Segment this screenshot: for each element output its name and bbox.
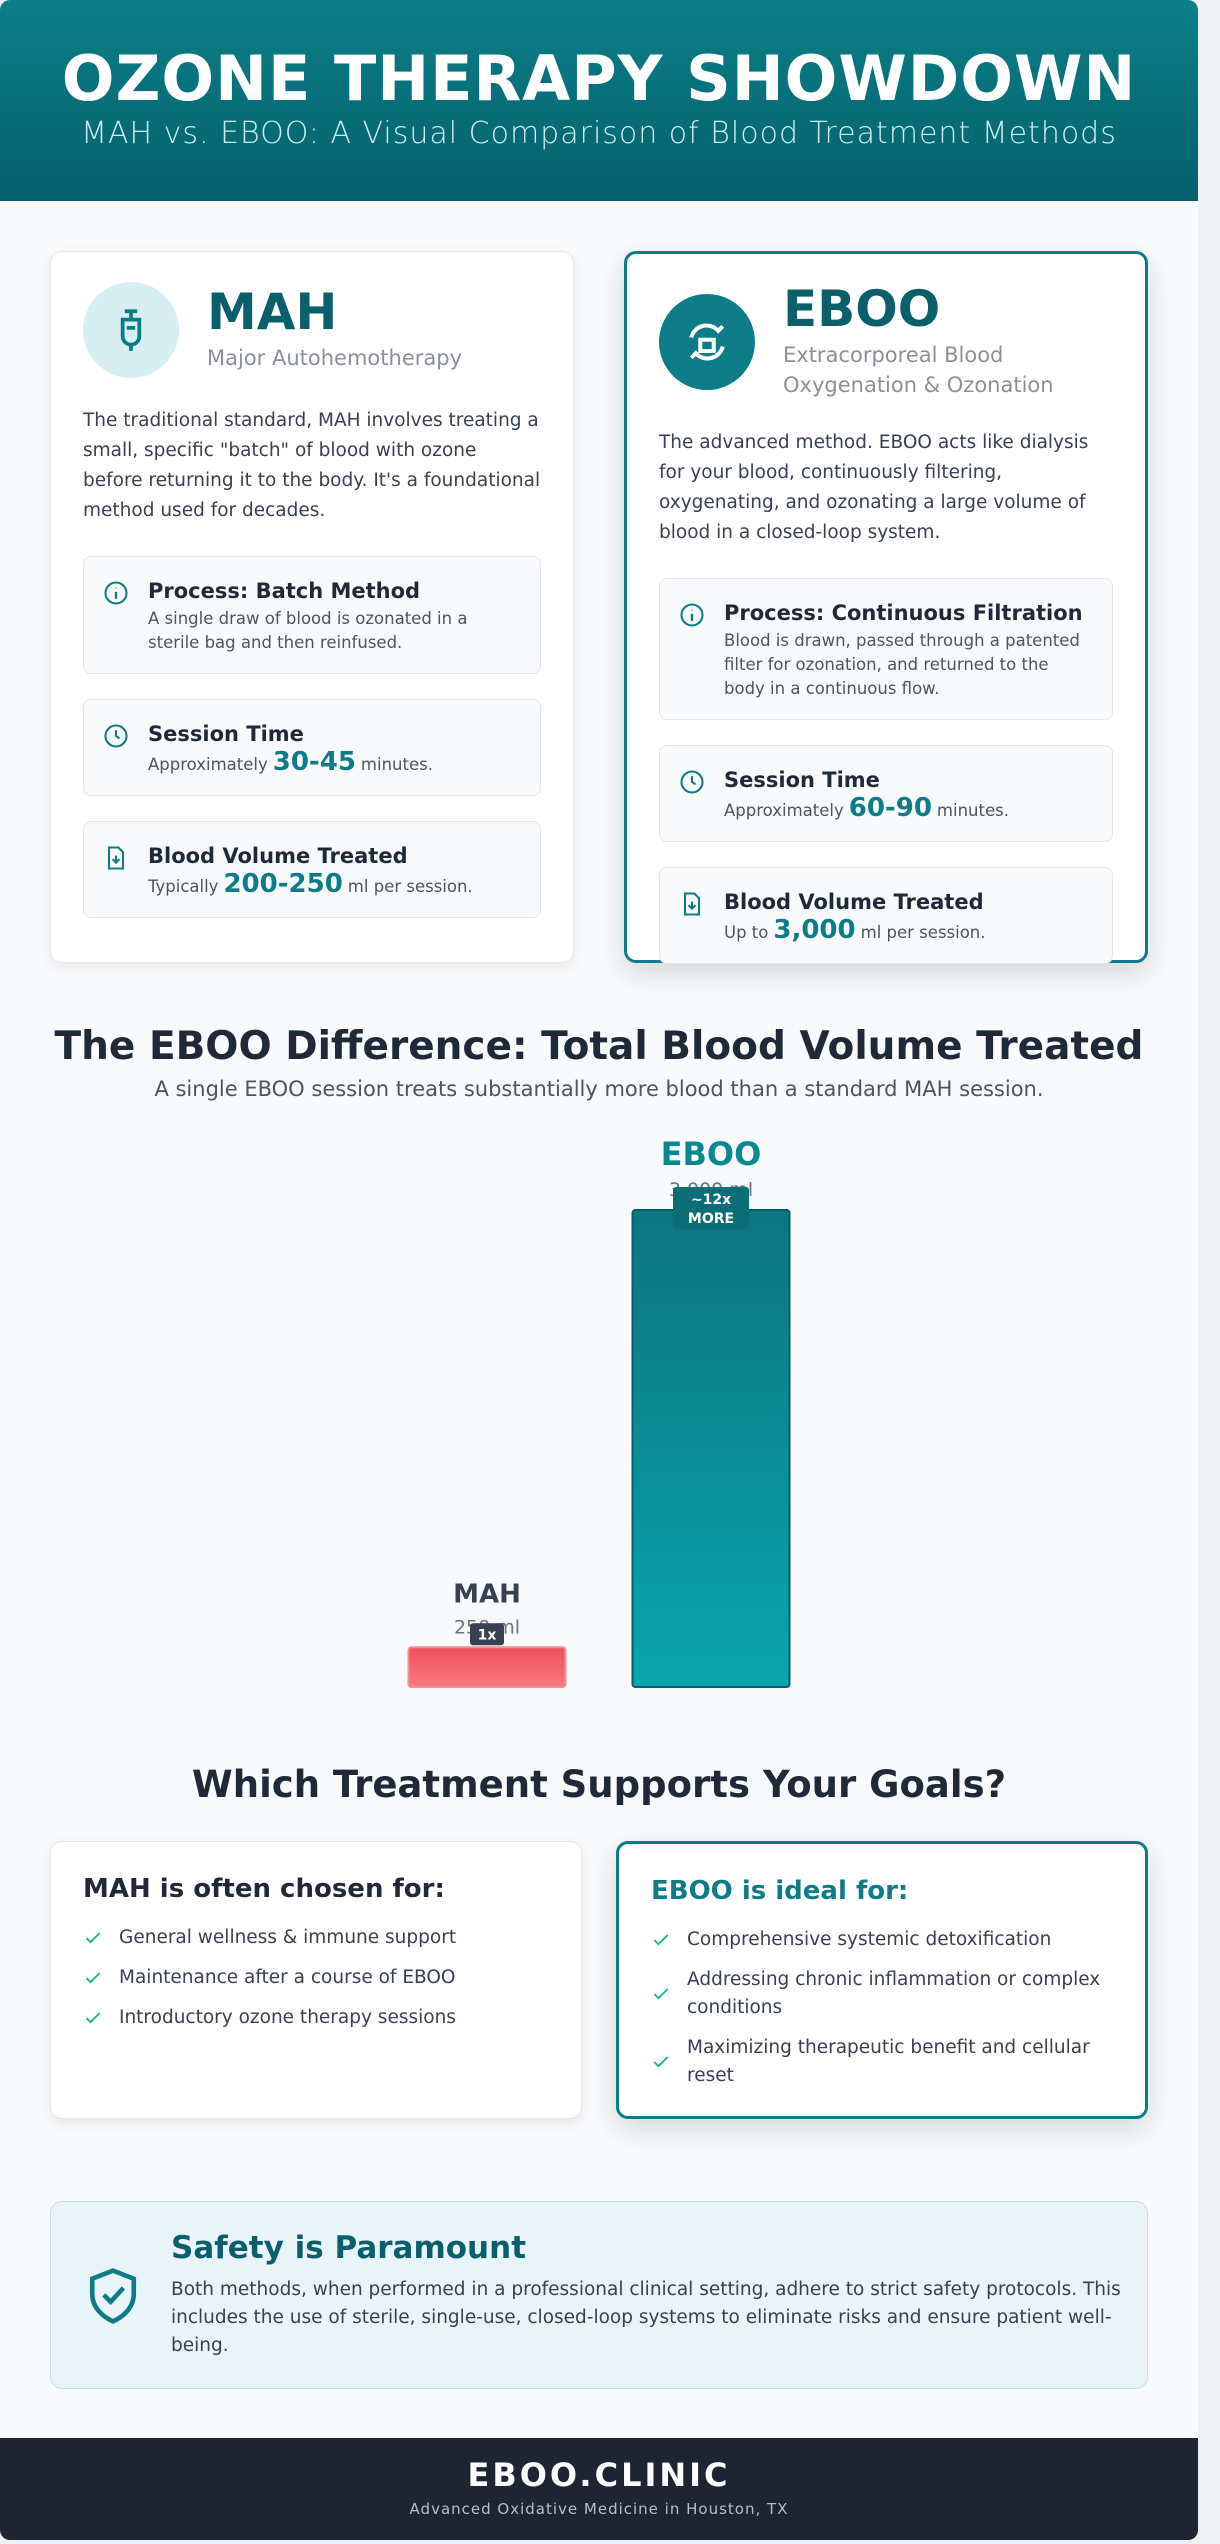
feature-prefix: Approximately bbox=[148, 755, 268, 774]
bar bbox=[631, 1209, 791, 1688]
safety-title: Safety is Paramount bbox=[171, 2230, 527, 2266]
goal-card: MAH is often chosen for: General wellness… bbox=[50, 1841, 582, 2119]
method-header: EBOO Extracorporeal Blood Oxygenation & O… bbox=[659, 284, 1113, 400]
feature-suffix: ml per session. bbox=[860, 923, 986, 942]
feature-highlight: 30-45 bbox=[272, 747, 356, 777]
feature-title: Session Time bbox=[724, 768, 880, 792]
feature-text: Typically 200-250 ml per session. bbox=[148, 869, 520, 899]
goal-text: Maintenance after a course of EBOO bbox=[119, 1967, 456, 1988]
method-card: MAH Major Autohemotherapy The traditional … bbox=[50, 251, 574, 963]
goal-text: Addressing chronic inflammation or compl… bbox=[687, 1969, 1101, 2018]
footer: EBOO.CLINIC Advanced Oxidative Medicine … bbox=[0, 2438, 1198, 2540]
method-icon bbox=[659, 294, 755, 390]
bar-category: EBOO bbox=[661, 1135, 762, 1173]
feature-suffix: ml per session. bbox=[347, 877, 473, 896]
feature-highlight: 60-90 bbox=[848, 793, 932, 823]
section-title: Which Treatment Supports Your Goals? bbox=[191, 1763, 1007, 1806]
goal-title: EBOO is ideal for: bbox=[651, 1876, 909, 1906]
method-name: EBOO bbox=[783, 280, 941, 338]
bar-category: MAH bbox=[453, 1579, 521, 1609]
method-name: MAH bbox=[207, 283, 338, 341]
method-header: MAH Major Autohemotherapy bbox=[83, 282, 541, 378]
method-card: EBOO Extracorporeal Blood Oxygenation & O… bbox=[624, 251, 1148, 964]
header: OZONE THERAPY SHOWDOWN MAH vs. EBOO: A V… bbox=[0, 0, 1198, 201]
title: OZONE THERAPY SHOWDOWN bbox=[61, 42, 1137, 115]
method-description: The advanced method. EBOO acts like dial… bbox=[659, 432, 1089, 543]
goal-text: General wellness & immune support bbox=[119, 1927, 457, 1948]
shield-icon bbox=[89, 2268, 137, 2324]
feature: Blood Volume Treated Typically 200-250 ml p… bbox=[83, 821, 541, 918]
feature-title: Blood Volume Treated bbox=[148, 844, 408, 868]
feature-title: Process: Continuous Filtration bbox=[724, 601, 1083, 625]
goal-title: MAH is often chosen for: bbox=[83, 1874, 445, 1904]
feature: Session Time Approximately 30-45 minutes. bbox=[83, 699, 541, 796]
method-description: The traditional standard, MAH involves t… bbox=[83, 410, 541, 521]
goal-text: Comprehensive systemic detoxification bbox=[687, 1929, 1052, 1950]
section-subtitle: A single EBOO session treats substantial… bbox=[154, 1077, 1044, 1101]
tagline: Advanced Oxidative Medicine in Houston, … bbox=[409, 2500, 789, 2518]
section-title: The EBOO Difference: Total Blood Volume … bbox=[54, 1024, 1144, 1069]
goal-item: Comprehensive systemic detoxification bbox=[651, 1926, 1113, 1954]
badge bbox=[470, 1623, 504, 1646]
goal-item: Maximizing therapeutic benefit and cellu… bbox=[651, 2034, 1113, 2090]
badge bbox=[673, 1187, 749, 1229]
method-icon bbox=[83, 282, 179, 378]
method-titles: MAH Major Autohemotherapy bbox=[207, 287, 462, 373]
feature-highlight: 3,000 bbox=[773, 915, 856, 945]
method-full-name: Extracorporeal Blood Oxygenation & Ozona… bbox=[783, 343, 1054, 397]
feature-text: Approximately 60-90 minutes. bbox=[724, 793, 1092, 823]
method-full-name: Major Autohemotherapy bbox=[207, 346, 462, 370]
feature-title: Process: Batch Method bbox=[148, 579, 421, 603]
goal-item: General wellness & immune support bbox=[83, 1924, 549, 1952]
feature-prefix: Approximately bbox=[724, 801, 844, 820]
feature-text: A single draw of blood is ozonated in a … bbox=[148, 609, 468, 652]
goal-item: Addressing chronic inflammation or compl… bbox=[651, 1966, 1113, 2022]
feature: Session Time Approximately 60-90 minutes. bbox=[659, 745, 1113, 842]
goal-text: Introductory ozone therapy sessions bbox=[119, 2007, 456, 2028]
safety-box: Safety is Paramount Both methods, when p… bbox=[50, 2201, 1148, 2389]
feature-title: Session Time bbox=[148, 722, 304, 746]
badge-text: 1x bbox=[478, 1627, 497, 1643]
bar bbox=[407, 1646, 567, 1688]
feature-text: Approximately 30-45 minutes. bbox=[148, 747, 520, 777]
feature-suffix: minutes. bbox=[936, 801, 1009, 820]
feature-text: Up to 3,000 ml per session. bbox=[724, 915, 1092, 945]
brand: EBOO.CLINIC bbox=[467, 2456, 731, 2494]
badge-text: ~12x MORE bbox=[688, 1192, 734, 1227]
feature: Process: Continuous Filtration Blood is d… bbox=[659, 578, 1113, 720]
feature: Blood Volume Treated Up to 3,000 ml per ses… bbox=[659, 867, 1113, 964]
feature-title: Blood Volume Treated bbox=[724, 890, 984, 914]
feature-text: Blood is drawn, passed through a patente… bbox=[724, 631, 1080, 698]
feature: Process: Batch Method A single draw of bl… bbox=[83, 556, 541, 674]
feature-prefix: Up to bbox=[724, 923, 769, 942]
feature-prefix: Typically bbox=[148, 877, 219, 896]
feature-highlight: 200-250 bbox=[223, 869, 343, 899]
goal-card: EBOO is ideal for: Comprehensive systemic… bbox=[616, 1841, 1148, 2119]
safety-text: Both methods, when performed in a profes… bbox=[171, 2279, 1121, 2356]
feature-suffix: minutes. bbox=[360, 755, 433, 774]
goal-item: Introductory ozone therapy sessions bbox=[83, 2004, 549, 2032]
goal-item: Maintenance after a course of EBOO bbox=[83, 1964, 549, 1992]
goal-text: Maximizing therapeutic benefit and cellu… bbox=[687, 2037, 1090, 2086]
subtitle: MAH vs. EBOO: A Visual Comparison of Blo… bbox=[81, 116, 1117, 151]
method-titles: EBOO Extracorporeal Blood Oxygenation & O… bbox=[783, 284, 1113, 400]
